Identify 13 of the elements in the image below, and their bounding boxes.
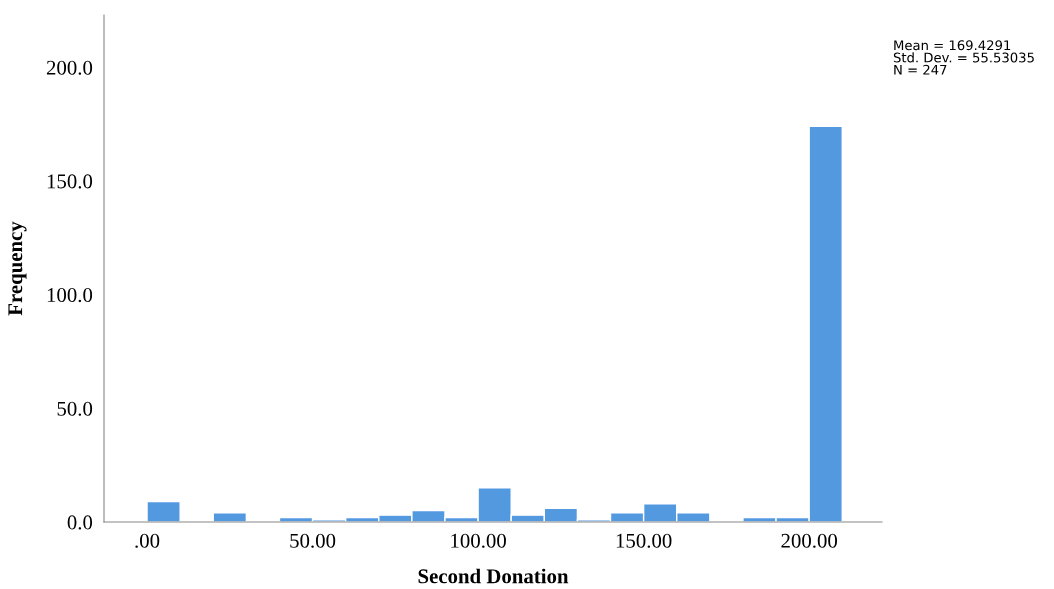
y-tick-label: 200.0 [46, 60, 93, 75]
x-tick-label: 200.00 [781, 533, 838, 548]
x-tick-label: 150.00 [616, 533, 672, 548]
y-axis-title: Frequency [8, 221, 27, 316]
y-tick-label: 0.0 [67, 515, 93, 530]
y-tick-label: 100.0 [47, 288, 93, 303]
y-tick-label: 50.0 [57, 401, 93, 416]
x-tick-label: 50.00 [290, 533, 336, 548]
text: Mean = 169.4291 Std. Dev. = 55.53035 N = 247 [893, 40, 1034, 75]
x-axis-title: Second Donation [418, 568, 569, 584]
y-tick-label: 150.0 [47, 174, 93, 189]
x-tick-label: .00 [135, 533, 160, 548]
x-tick-label: 100.00 [451, 533, 506, 548]
